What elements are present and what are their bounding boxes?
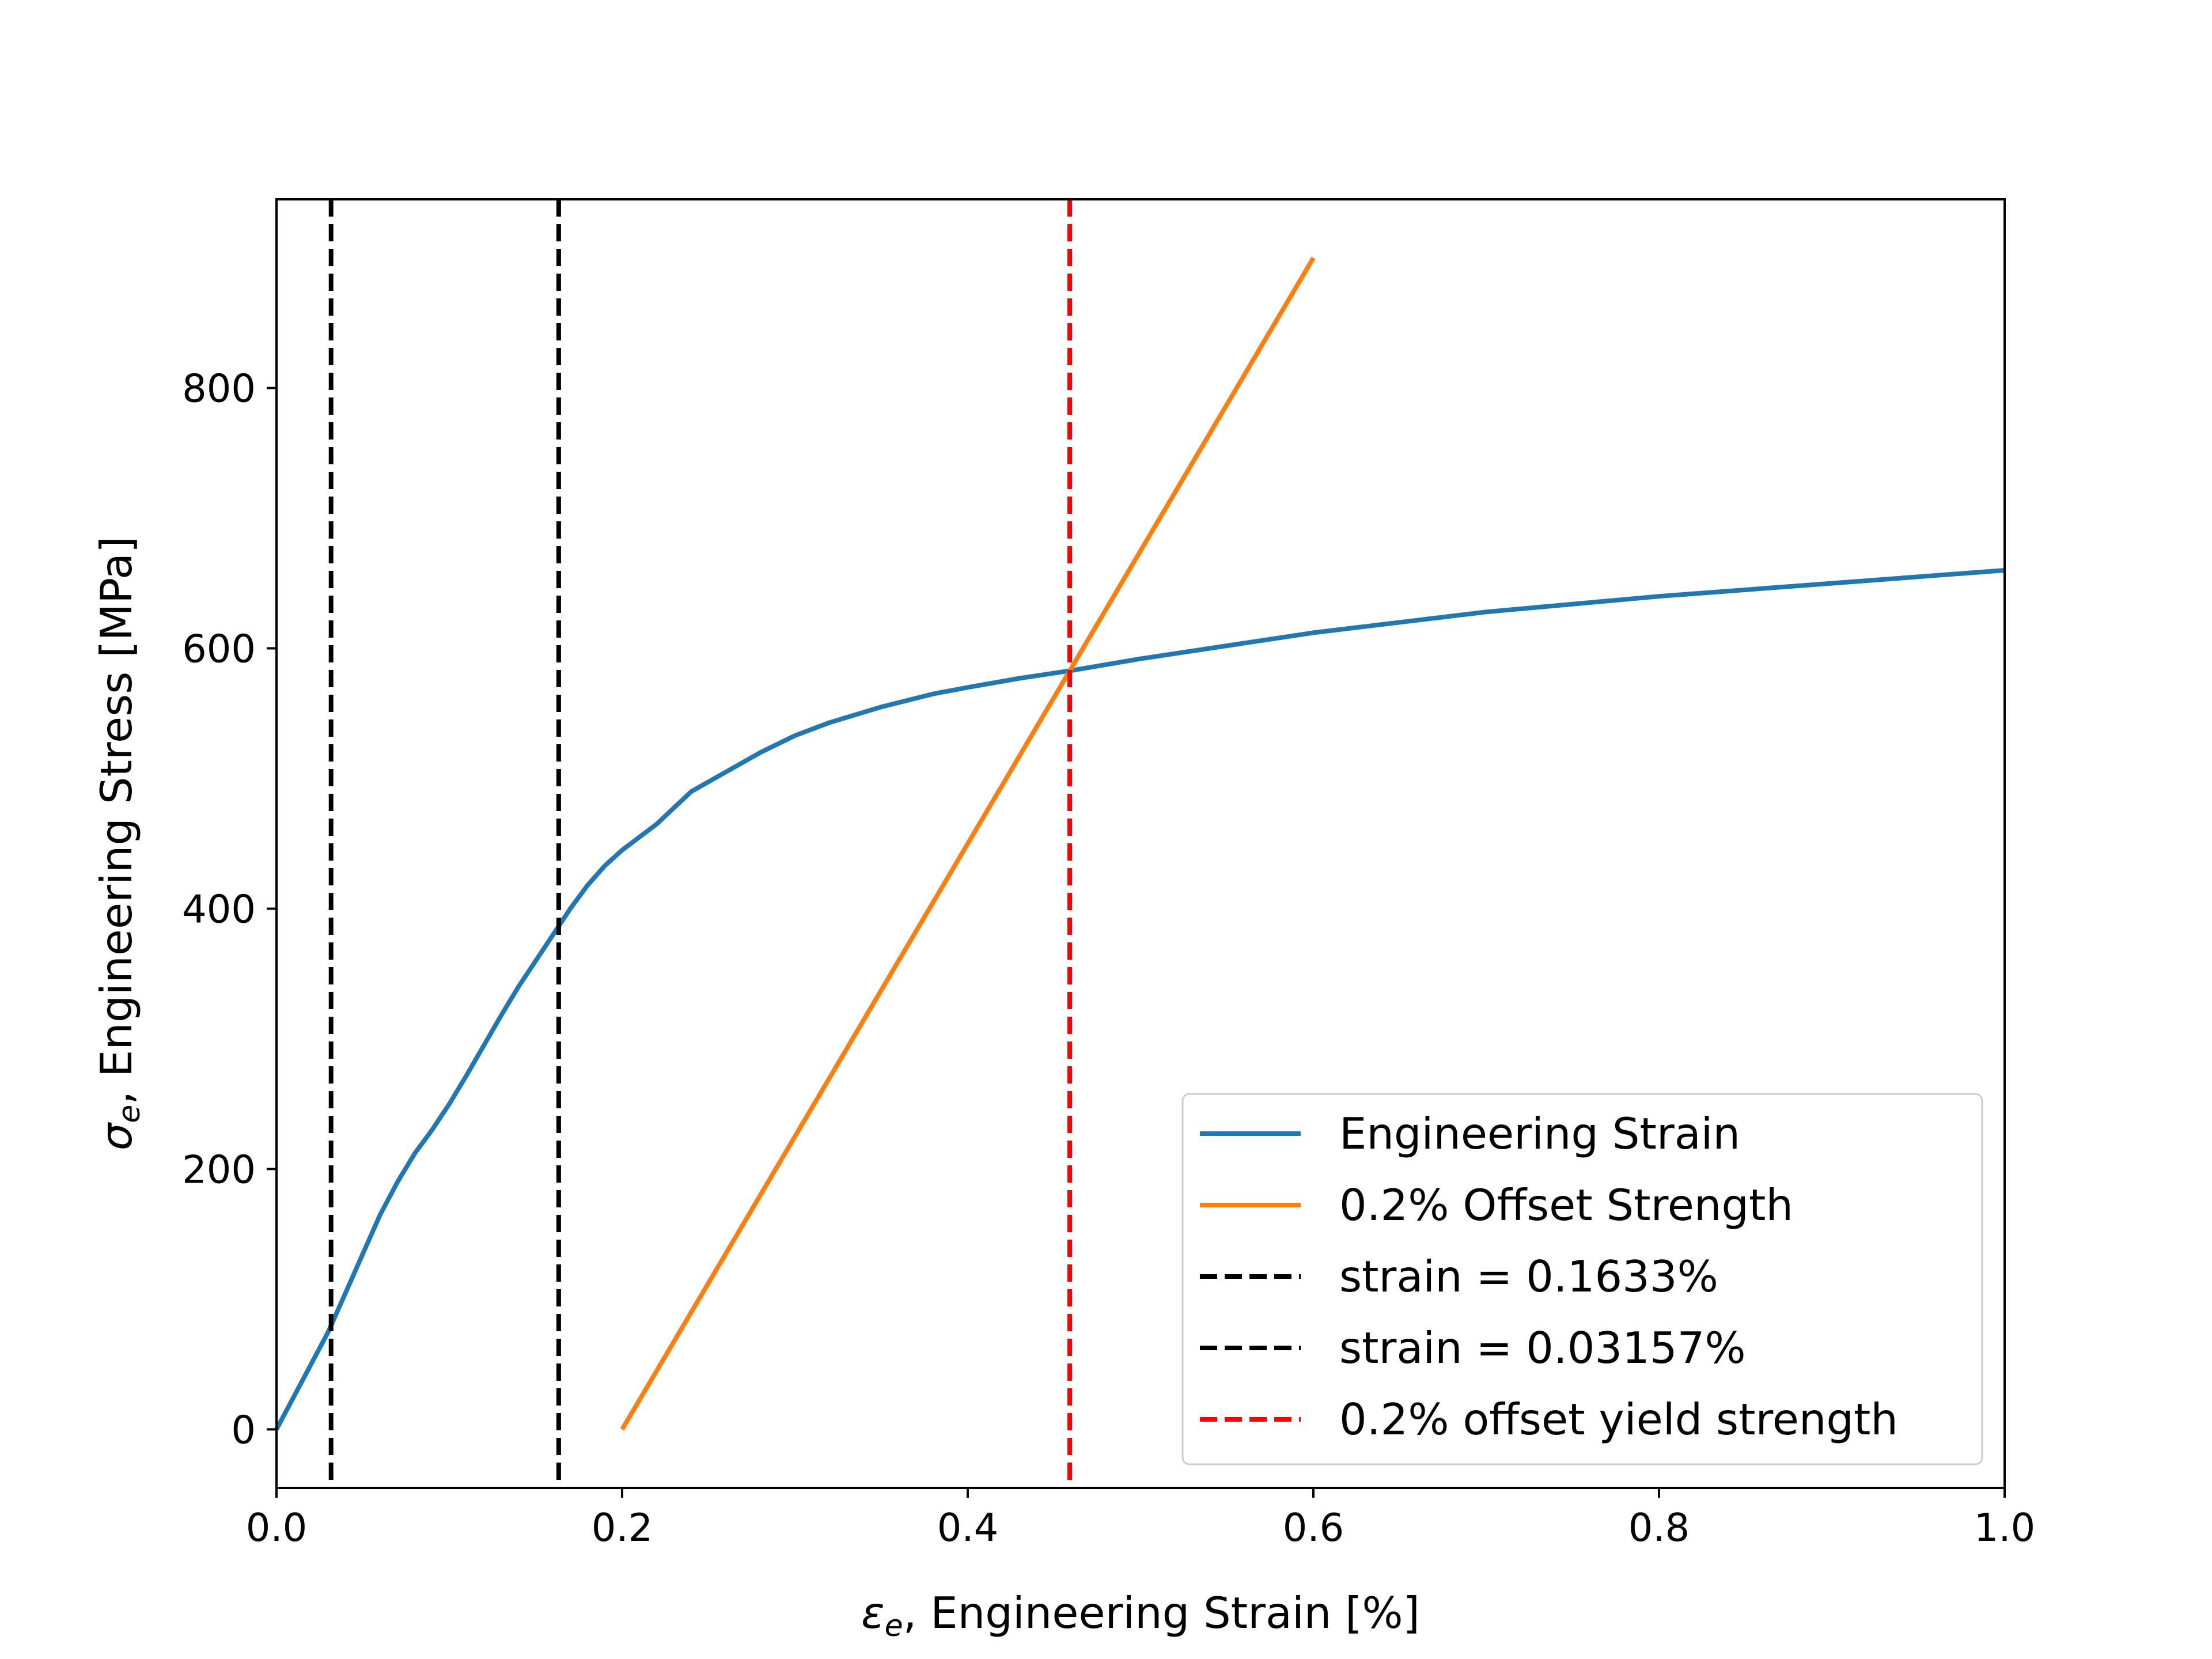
y-axis-ticks: 0 200 400 600 800 [182, 366, 276, 1452]
legend-label-strain-0-03157: strain = 0.03157% [1339, 1323, 1746, 1373]
series-line-0-2-offset-strength [620, 256, 1316, 1431]
x-tick-label: 0.2 [592, 1505, 653, 1550]
y-axis-label: σe, Engineering Stress [MPa] [91, 536, 147, 1150]
x-axis-label-subscript: e [885, 1609, 903, 1643]
x-tick-label: 1.0 [1974, 1505, 2036, 1550]
x-tick-label: 0.0 [246, 1505, 308, 1550]
y-tick-label: 800 [182, 366, 256, 411]
legend-label-strain-0-1633: strain = 0.1633% [1339, 1251, 1718, 1302]
vline-layer [328, 199, 1072, 1488]
y-axis-label-subscript: e [112, 1105, 147, 1123]
series-line-engineering-strain [274, 568, 2005, 1431]
x-axis-label-symbol: ε [861, 1588, 885, 1638]
axes-frame [275, 198, 2006, 1489]
legend-label-0-2-offset-yield-strength: 0.2% offset yield strength [1339, 1394, 1898, 1445]
legend: Engineering Strain 0.2% Offset Strength st… [1181, 1093, 1983, 1465]
x-tick-label: 0.4 [937, 1505, 999, 1550]
series-layer [274, 256, 2005, 1431]
y-tick-label: 200 [182, 1147, 256, 1192]
x-tick-label: 0.8 [1628, 1505, 1690, 1550]
x-axis-label: εe, Engineering Strain [%] [861, 1588, 1420, 1643]
x-axis-label-text: , Engineering Strain [%] [903, 1588, 1420, 1638]
y-tick-label: 600 [182, 627, 256, 672]
x-axis-ticks: 0.0 0.2 0.4 0.6 0.8 1.0 [246, 1488, 2036, 1550]
legend-box [1181, 1093, 1983, 1465]
legend-label-engineering-strain: Engineering Strain [1339, 1108, 1740, 1159]
x-tick-label: 0.6 [1283, 1505, 1344, 1550]
y-tick-label: 0 [231, 1407, 256, 1452]
legend-entries: Engineering Strain 0.2% Offset Strength st… [1200, 1108, 1898, 1445]
y-axis-label-text: , Engineering Stress [MPa] [91, 536, 142, 1105]
y-tick-label: 400 [182, 887, 256, 931]
legend-label-0-2-offset-strength: 0.2% Offset Strength [1339, 1180, 1793, 1230]
y-axis-label-symbol: σ [91, 1122, 142, 1150]
plot-area [274, 199, 2005, 1488]
